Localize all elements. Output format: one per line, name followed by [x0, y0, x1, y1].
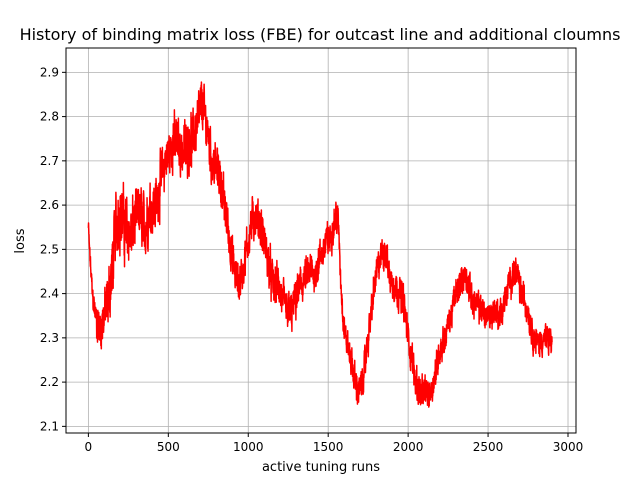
- series-line-0: [87, 81, 553, 408]
- y-tick-label: 2.5: [40, 242, 59, 256]
- y-tick-label: 2.8: [40, 110, 59, 124]
- y-tick-label: 2.7: [40, 154, 59, 168]
- y-axis-label: loss: [13, 228, 28, 253]
- x-tick-label: 1000: [233, 440, 264, 454]
- y-tick-label: 2.6: [40, 198, 59, 212]
- y-tick-label: 2.2: [40, 375, 59, 389]
- x-tick-label: 2000: [393, 440, 424, 454]
- y-tick-label: 2.4: [40, 287, 59, 301]
- x-axis-label: active tuning runs: [262, 460, 380, 475]
- x-tick-label: 3000: [553, 440, 584, 454]
- x-tick-label: 1500: [313, 440, 344, 454]
- y-tick-label: 2.1: [40, 419, 59, 433]
- y-axis-ticks: 2.1 2.2 2.3 2.4 2.5 2.6 2.7 2.8 2.9: [40, 65, 66, 433]
- grid-lines: [66, 48, 576, 433]
- x-tick-label: 0: [85, 440, 93, 454]
- series-group: [87, 81, 553, 408]
- x-tick-label: 2500: [473, 440, 504, 454]
- x-tick-label: 500: [157, 440, 180, 454]
- chart-title: History of binding matrix loss (FBE) for…: [20, 25, 621, 44]
- plot-frame: [65, 47, 577, 434]
- y-tick-label: 2.3: [40, 331, 59, 345]
- x-axis-ticks: 0 500 1000 1500 2000 2500 3000: [85, 433, 584, 454]
- y-tick-label: 2.9: [40, 65, 59, 79]
